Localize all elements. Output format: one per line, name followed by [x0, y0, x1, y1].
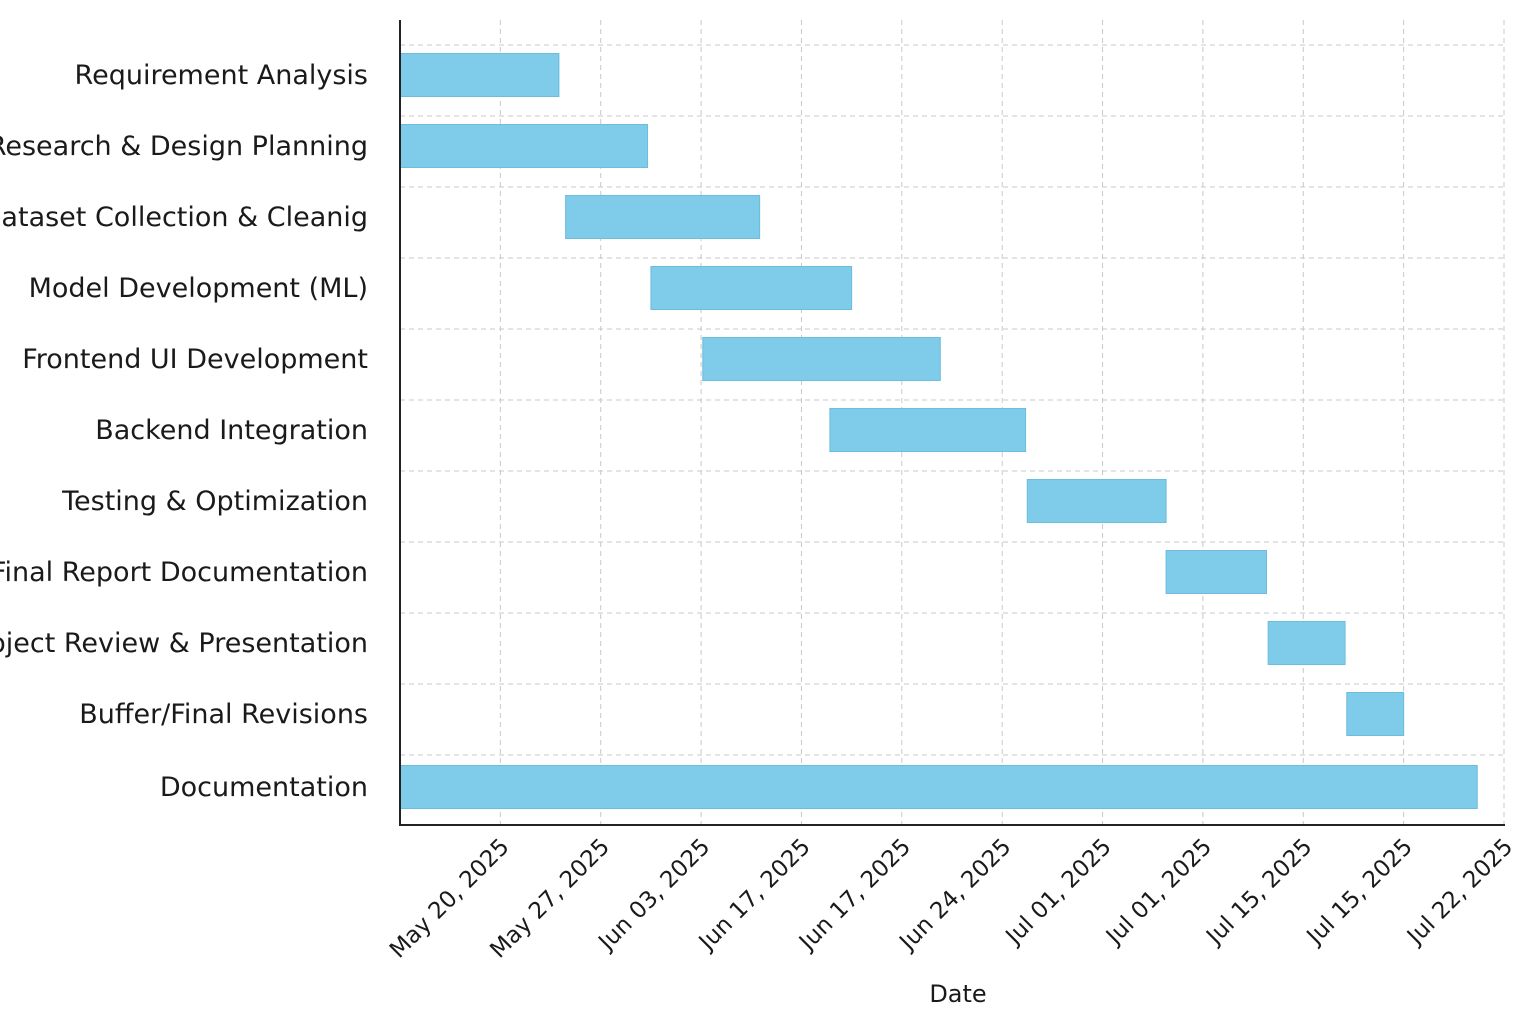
- x-axis-title: Date: [929, 980, 986, 1008]
- task-label: Project Review & Presentation: [0, 628, 368, 659]
- task-label: Testing & Optimization: [61, 486, 368, 517]
- task-bar: [829, 408, 1027, 452]
- task-label: Final Report Documentation: [0, 557, 368, 588]
- task-bar: [565, 195, 761, 239]
- task-label: Dataset Collection & Cleanig: [0, 202, 368, 233]
- x-tick-label: Jul 01, 2025: [1100, 834, 1217, 951]
- x-tick-label: Jul 22, 2025: [1401, 834, 1518, 951]
- task-label: Backend Integration: [95, 415, 368, 446]
- grid-lines: [400, 20, 1505, 825]
- task-bar: [702, 337, 941, 381]
- task-label: Buffer/Final Revisions: [79, 699, 368, 730]
- task-label: Requirement Analysis: [75, 60, 368, 91]
- x-tick-label: Jul 15, 2025: [1301, 834, 1418, 951]
- task-bar: [1267, 621, 1346, 665]
- task-bar: [399, 53, 560, 97]
- task-bar: [1346, 692, 1405, 736]
- task-bar: [1026, 479, 1167, 523]
- task-label: Research & Design Planning: [0, 131, 368, 162]
- task-bar: [399, 124, 649, 168]
- task-label: Frontend UI Development: [22, 344, 368, 375]
- axes: [399, 20, 1505, 826]
- x-tick-label: Jul 01, 2025: [1000, 834, 1117, 951]
- task-bar: [650, 266, 853, 310]
- task-bar: [399, 765, 1478, 809]
- task-label: Documentation: [160, 772, 368, 803]
- task-labels: Requirement Analysis Research & Design Pl…: [0, 60, 368, 803]
- task-bar: [1165, 550, 1267, 594]
- x-tick-label: Jul 15, 2025: [1201, 834, 1318, 951]
- task-bars: [399, 53, 1478, 809]
- task-label: Model Development (ML): [29, 273, 368, 304]
